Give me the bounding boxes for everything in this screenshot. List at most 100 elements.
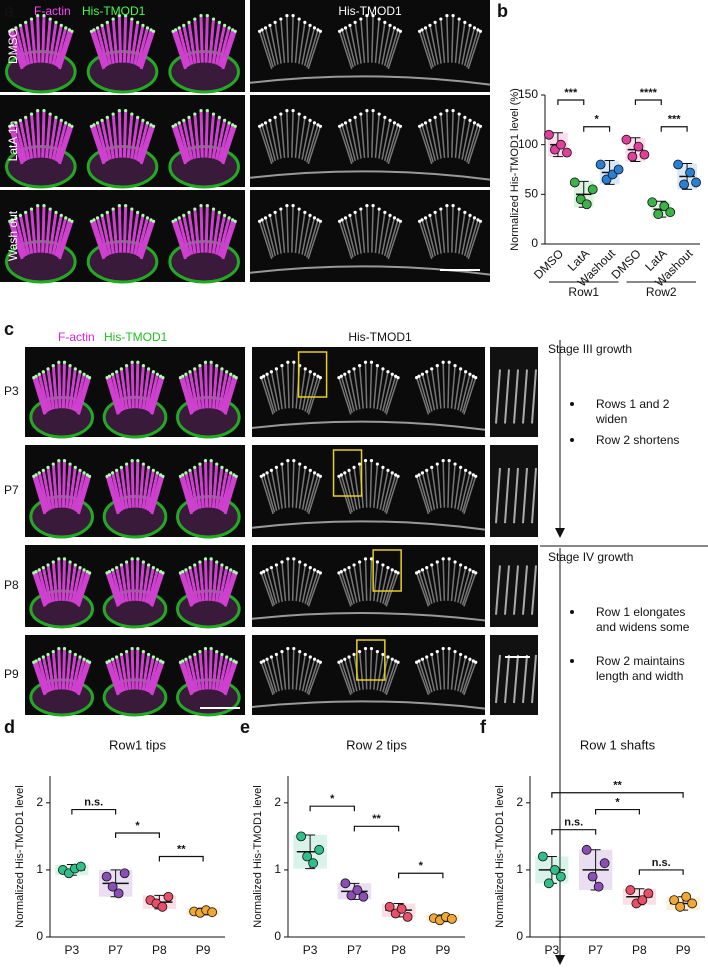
tip bbox=[124, 108, 128, 113]
stereocilium bbox=[37, 569, 50, 605]
tip bbox=[41, 370, 45, 374]
tip bbox=[182, 118, 186, 122]
tip bbox=[41, 655, 45, 659]
stereocilium bbox=[294, 18, 300, 64]
y-tick-label: 2 bbox=[274, 795, 281, 809]
tip bbox=[211, 207, 216, 211]
tip bbox=[54, 20, 58, 24]
stereocilium bbox=[386, 124, 399, 163]
replicate bbox=[537, 851, 548, 862]
stereocilium bbox=[360, 113, 366, 159]
tip bbox=[130, 207, 134, 211]
stereocilium bbox=[211, 212, 221, 254]
tip bbox=[280, 462, 284, 466]
stereocilium bbox=[171, 30, 187, 70]
tip bbox=[233, 29, 237, 33]
tip bbox=[375, 649, 379, 654]
stereocilium bbox=[36, 205, 41, 253]
tip bbox=[318, 660, 322, 664]
stereocilium bbox=[130, 460, 135, 508]
y-tick-label: 0 bbox=[274, 929, 281, 943]
stereocilium bbox=[458, 22, 466, 64]
tip bbox=[365, 203, 369, 208]
stereocilium bbox=[287, 648, 290, 690]
stereocilium bbox=[115, 567, 126, 603]
stereocilium bbox=[57, 648, 62, 690]
tip bbox=[269, 468, 273, 472]
stereocilium bbox=[178, 475, 194, 515]
tip bbox=[73, 367, 77, 371]
stereocilium bbox=[418, 221, 433, 260]
stereocilium bbox=[262, 474, 276, 513]
stereocilium bbox=[436, 651, 442, 690]
tip bbox=[229, 568, 233, 572]
stereocilium bbox=[51, 651, 59, 690]
stereocilium bbox=[136, 122, 149, 162]
stereocilium bbox=[215, 467, 224, 509]
stereocilium bbox=[193, 564, 202, 602]
tip bbox=[36, 13, 40, 18]
replicate bbox=[396, 903, 407, 914]
tip bbox=[398, 29, 403, 33]
stereocilium bbox=[58, 220, 74, 260]
tip bbox=[24, 20, 28, 24]
stereocilium bbox=[46, 368, 55, 410]
tip bbox=[298, 560, 302, 564]
tip bbox=[390, 372, 394, 376]
tip bbox=[68, 364, 72, 368]
stereocilium bbox=[214, 215, 227, 255]
stereocilium bbox=[188, 656, 199, 692]
tip bbox=[425, 468, 429, 472]
tip bbox=[396, 123, 400, 127]
stereocilium bbox=[440, 208, 446, 254]
arrow-head bbox=[555, 528, 565, 538]
stereocilium bbox=[298, 467, 307, 509]
stereocilium bbox=[56, 124, 71, 163]
tip bbox=[457, 207, 461, 211]
tip bbox=[227, 216, 231, 220]
stereocilium bbox=[436, 561, 442, 602]
stereocilium bbox=[258, 31, 273, 70]
tip bbox=[386, 468, 390, 472]
tip bbox=[18, 118, 22, 122]
tip bbox=[259, 571, 263, 575]
tip bbox=[215, 462, 219, 466]
stereocilium bbox=[105, 212, 115, 254]
tip bbox=[171, 124, 175, 128]
stereocilium bbox=[348, 470, 358, 510]
tip bbox=[92, 28, 96, 32]
stereocilium bbox=[105, 22, 115, 64]
significance-label: n.s. bbox=[84, 796, 103, 808]
tip bbox=[316, 659, 320, 663]
tip bbox=[430, 563, 434, 567]
group-label: Row2 bbox=[646, 285, 677, 299]
stereocilium bbox=[115, 656, 126, 692]
stereocilium bbox=[373, 651, 379, 690]
tip bbox=[286, 360, 290, 364]
tip bbox=[67, 28, 71, 32]
stereocilium bbox=[504, 565, 510, 615]
stereocilium bbox=[221, 220, 237, 260]
stereocilium bbox=[122, 110, 128, 158]
tip bbox=[62, 557, 67, 561]
tip bbox=[433, 210, 437, 214]
stereocilium bbox=[531, 467, 537, 524]
stereocilium bbox=[301, 567, 312, 603]
stereocilium bbox=[463, 122, 476, 162]
tip bbox=[308, 370, 312, 374]
significance-bracket bbox=[638, 869, 684, 875]
stereocilium bbox=[199, 110, 204, 158]
tip bbox=[209, 360, 213, 364]
tip bbox=[198, 649, 202, 654]
stereocilium bbox=[338, 221, 353, 260]
tip bbox=[269, 370, 273, 374]
stereocilium bbox=[466, 29, 479, 68]
tip bbox=[117, 203, 121, 208]
tip bbox=[383, 115, 387, 119]
tip bbox=[89, 219, 94, 223]
stereocilium bbox=[198, 561, 205, 602]
tip bbox=[381, 652, 385, 657]
tip bbox=[161, 376, 165, 380]
tip bbox=[396, 660, 400, 664]
